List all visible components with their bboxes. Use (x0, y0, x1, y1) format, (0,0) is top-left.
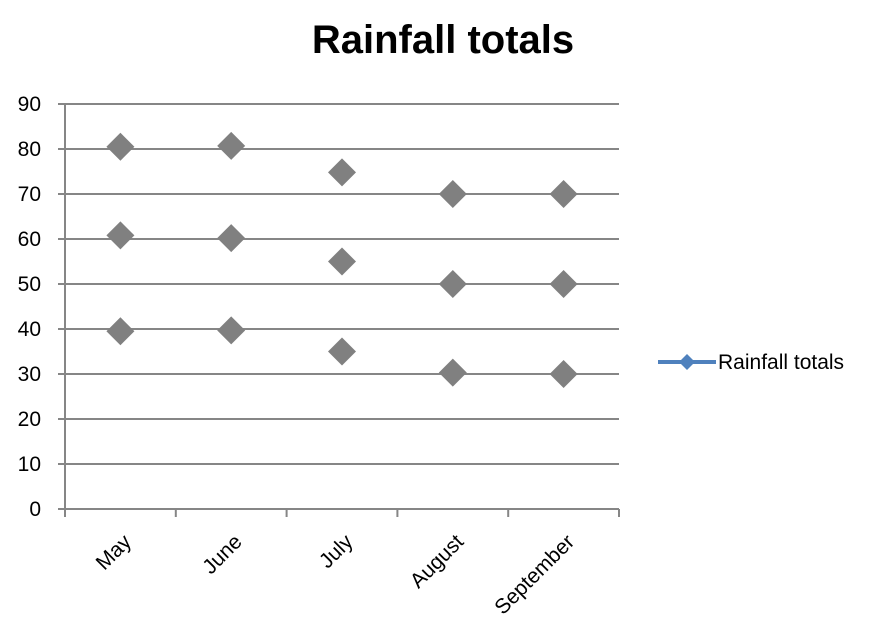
x-tick-labels: May June July August September (92, 530, 580, 619)
data-point (438, 358, 467, 387)
y-tick-label: 80 (18, 138, 41, 161)
data-points (106, 131, 578, 388)
x-tick-label: May (92, 530, 137, 575)
y-tick-labels: 0 10 20 30 40 50 60 70 80 90 (18, 93, 41, 521)
data-point (549, 360, 578, 388)
x-tick-label: June (198, 530, 246, 578)
legend-marker (679, 354, 695, 370)
y-tick-label: 0 (29, 498, 41, 521)
y-tick-label: 20 (18, 408, 41, 431)
gridlines (65, 103, 619, 465)
data-point (328, 337, 356, 366)
data-point (106, 132, 135, 161)
y-tick-label: 30 (18, 363, 41, 386)
y-tick-label: 40 (18, 318, 41, 341)
data-point (328, 247, 356, 276)
data-point (217, 316, 246, 345)
chart-title: Rainfall totals (311, 18, 575, 62)
y-tick-label: 60 (18, 228, 41, 251)
y-tick-label: 90 (18, 93, 41, 116)
data-point (217, 131, 246, 160)
y-tick-label: 50 (18, 273, 41, 296)
data-point (549, 180, 578, 208)
data-point (217, 224, 246, 253)
legend: Rainfall totals (658, 351, 844, 374)
x-tick-label: July (315, 530, 358, 573)
axes (58, 103, 620, 517)
y-tick-label: 70 (18, 183, 41, 206)
data-point (106, 317, 135, 346)
data-point (328, 158, 356, 187)
x-tick-label: August (406, 530, 469, 593)
x-tick-label: September (490, 530, 579, 619)
data-point (549, 270, 578, 298)
data-point (106, 221, 135, 250)
data-point (438, 270, 467, 298)
legend-label: Rainfall totals (718, 351, 844, 374)
y-tick-label: 10 (18, 453, 41, 476)
data-point (438, 180, 467, 208)
